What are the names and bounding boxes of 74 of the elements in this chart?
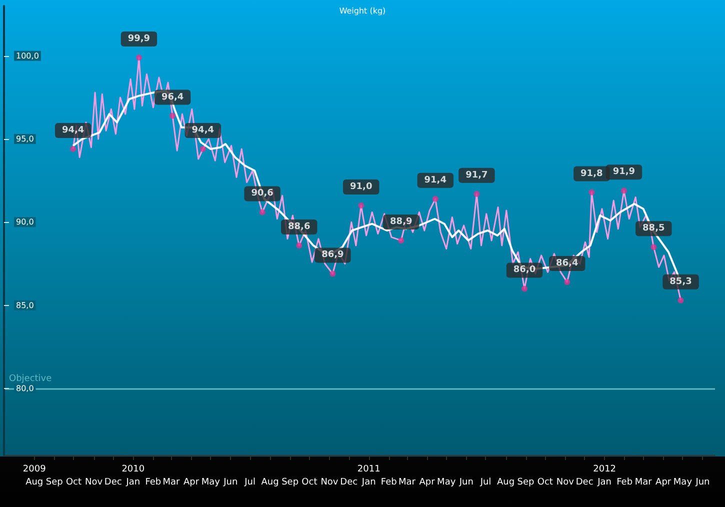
data-label: 94,4: [62, 126, 84, 136]
point: [136, 54, 142, 61]
point: [358, 202, 364, 209]
x-tick-label: Mar: [398, 478, 416, 488]
x-tick-label: Jul: [479, 478, 492, 488]
x-tick-label: Sep: [46, 478, 64, 488]
chart-title: Weight (kg): [339, 6, 386, 16]
x-tick-label: Mar: [162, 478, 180, 488]
y-tick-label: 95,0: [16, 134, 34, 144]
data-label: 91,9: [612, 167, 636, 178]
x-tick-label: Oct: [66, 478, 82, 488]
point: [70, 146, 76, 152]
x-tick-label: Nov: [84, 478, 104, 488]
data-label: 91,4: [424, 175, 446, 186]
x-tick-label: 2010 Jan: [122, 464, 145, 488]
x-tick-label: May: [437, 478, 456, 488]
point: [474, 190, 480, 197]
x-tick-label: May: [673, 478, 693, 488]
x-tick-label: Apr: [183, 478, 200, 488]
y-tick-label: 85,0: [16, 300, 34, 310]
point: [678, 297, 684, 304]
point: [330, 270, 336, 277]
x-tick-label: Nov: [556, 478, 575, 488]
data-label: 90,6: [251, 188, 274, 199]
ref-line-label: Objective: [9, 374, 52, 384]
x-tick-label: 2011 Jan: [357, 464, 380, 488]
x-tick-label: 2009 Aug: [22, 464, 46, 488]
point: [398, 237, 404, 244]
x-tick-label: Apr: [419, 478, 436, 488]
data-label: 94,4: [192, 126, 214, 136]
x-tick-label: Jun: [458, 478, 474, 488]
x-tick-label: Jun: [694, 478, 710, 488]
x-tick-label: Aug: [496, 478, 515, 488]
x-tick-label: Feb: [616, 478, 633, 488]
x-tick-label: Oct: [302, 478, 318, 488]
x-tick-label: Feb: [380, 478, 398, 488]
x-tick-label: Dec: [576, 478, 594, 488]
x-tick-label: Oct: [537, 478, 554, 488]
x-tick-label: Sep: [282, 478, 299, 488]
data-label: 91,7: [466, 170, 488, 180]
data-label: 86,4: [556, 258, 578, 269]
x-tick-label: Apr: [656, 478, 672, 488]
y-tick-label: 80,0: [16, 384, 34, 393]
point: [522, 286, 528, 292]
data-label: 88,9: [390, 216, 412, 227]
x-tick-label: 2012 Jan: [593, 464, 616, 488]
point: [259, 209, 266, 216]
data-label: 96,4: [161, 92, 184, 102]
x-tick-label: Sep: [517, 478, 535, 488]
x-tick-label: Feb: [145, 478, 162, 488]
point: [564, 279, 570, 286]
x-tick-label: Jun: [222, 478, 238, 488]
x-tick-label: Jul: [244, 478, 256, 488]
x-tick-label: May: [201, 478, 221, 488]
data-label: 88,5: [642, 224, 665, 234]
point: [650, 244, 657, 250]
point: [432, 196, 438, 202]
y-tick-label: 90,0: [16, 218, 34, 227]
data-label: 91,0: [350, 182, 372, 192]
data-label: 88,6: [288, 222, 310, 232]
x-tick-label: Aug: [261, 478, 279, 488]
data-label: 86,0: [513, 265, 536, 276]
x-tick-label: Dec: [340, 478, 358, 488]
y-tick-label: 100,0: [16, 51, 39, 60]
x-tick-label: Nov: [320, 478, 339, 488]
point: [296, 242, 302, 248]
data-label: 91,8: [580, 168, 603, 179]
point: [200, 146, 206, 152]
x-tick-label: Mar: [634, 478, 652, 488]
point: [170, 112, 176, 119]
point: [620, 188, 627, 194]
point: [588, 189, 595, 196]
x-tick-label: Dec: [104, 478, 122, 488]
data-label: 99,9: [128, 34, 150, 44]
